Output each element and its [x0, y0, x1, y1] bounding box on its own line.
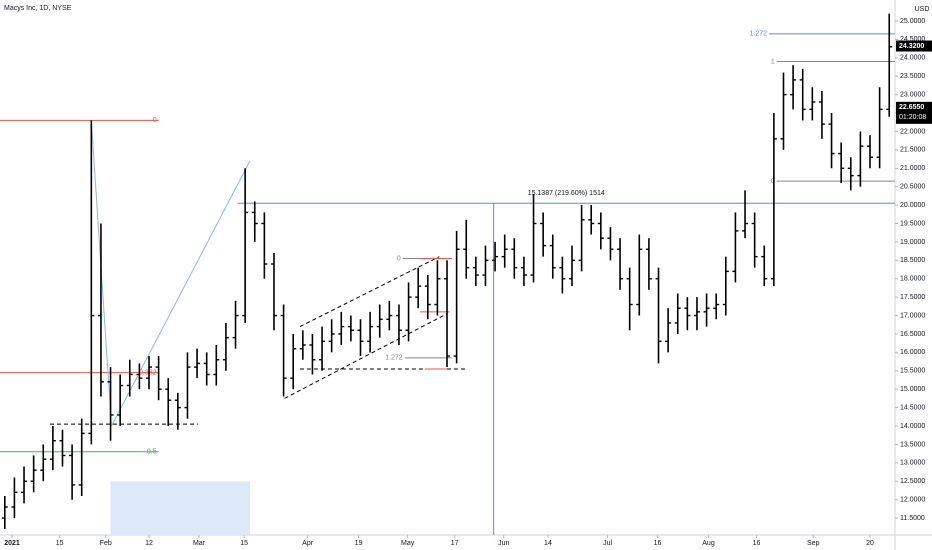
y-tick-label: 14.5000 [900, 404, 925, 411]
x-tick-label: Apr [302, 540, 314, 547]
y-tick-label: 15.0000 [900, 386, 925, 393]
y-tick-label: 19.0000 [900, 239, 925, 246]
drawing-line [299, 256, 440, 328]
x-tick-label: 12 [145, 540, 153, 547]
drawing-label: 1.272 [385, 355, 403, 362]
y-tick-label: 21.0000 [900, 165, 925, 172]
drawing-label: 0.5 [147, 449, 157, 456]
drawing-line [111, 160, 251, 427]
chart-title: Macys Inc, 1D, NYSE [4, 5, 72, 12]
y-tick-label: 25.0000 [900, 18, 925, 25]
y-tick-label: 21.5000 [900, 147, 925, 154]
drawing-line [284, 313, 448, 399]
x-tick-label: 17 [451, 540, 459, 547]
x-tick-label: May [401, 540, 415, 547]
y-tick-label: 18.0000 [900, 276, 925, 283]
x-tick-label: 20 [866, 540, 874, 547]
x-tick-label: 16 [654, 540, 662, 547]
y-tick-label: 20.5000 [900, 184, 925, 191]
y-tick-label: 12.5000 [900, 478, 925, 485]
x-tick-label: 14 [544, 540, 552, 547]
x-tick-label: Jun [498, 540, 509, 547]
currency-label: USD [915, 6, 930, 13]
price-tag-label: 22.6550 [899, 104, 924, 111]
price-tag-label: 24.3200 [899, 43, 924, 50]
y-tick-label: 17.0000 [900, 312, 925, 319]
y-tick-label: 14.0000 [900, 423, 925, 430]
drawing-label: 0 [771, 178, 775, 185]
y-tick-label: 16.5000 [900, 331, 925, 338]
y-tick-label: 16.0000 [900, 349, 925, 356]
drawing-label: 0 [153, 117, 157, 124]
price-tag-countdown: 01:20:08 [899, 114, 926, 121]
x-tick-label: Sep [807, 540, 820, 547]
x-tick-label: Jul [603, 540, 612, 547]
y-tick-label: 13.5000 [900, 441, 925, 448]
y-tick-label: 17.5000 [900, 294, 925, 301]
x-tick-label: 15 [56, 540, 64, 547]
y-tick-label: 12.0000 [900, 496, 925, 503]
drawing-label: 1.272 [750, 31, 768, 38]
x-tick-label: 19 [355, 540, 363, 547]
price-tag [896, 101, 932, 124]
x-tick-label: 2021 [4, 540, 20, 547]
y-tick-label: 23.5000 [900, 73, 925, 80]
y-tick-label: 24.0000 [900, 55, 925, 62]
x-tick-label: Mar [193, 540, 206, 547]
y-tick-label: 22.0000 [900, 128, 925, 135]
y-tick-label: 19.5000 [900, 220, 925, 227]
y-tick-label: 13.0000 [900, 460, 925, 467]
y-tick-label: 23.0000 [900, 91, 925, 98]
y-tick-label: 20.0000 [900, 202, 925, 209]
price-tag [896, 40, 932, 52]
y-tick-label: 11.5000 [900, 515, 925, 522]
drawing-label: 15.1387 (219.60%) 1514 [528, 190, 605, 197]
drawing-label: 0 [397, 255, 401, 262]
y-tick-label: 15.5000 [900, 368, 925, 375]
drawing-label: 1 [771, 58, 775, 65]
x-tick-label: Feb [100, 540, 112, 547]
x-tick-label: 15 [240, 540, 248, 547]
drawing-label: 0.382 [139, 369, 157, 376]
x-tick-label: Aug [702, 540, 715, 547]
x-tick-label: 16 [753, 540, 761, 547]
y-tick-label: 24.5000 [900, 36, 925, 43]
y-tick-label: 18.5000 [900, 257, 925, 264]
zone [110, 481, 250, 535]
